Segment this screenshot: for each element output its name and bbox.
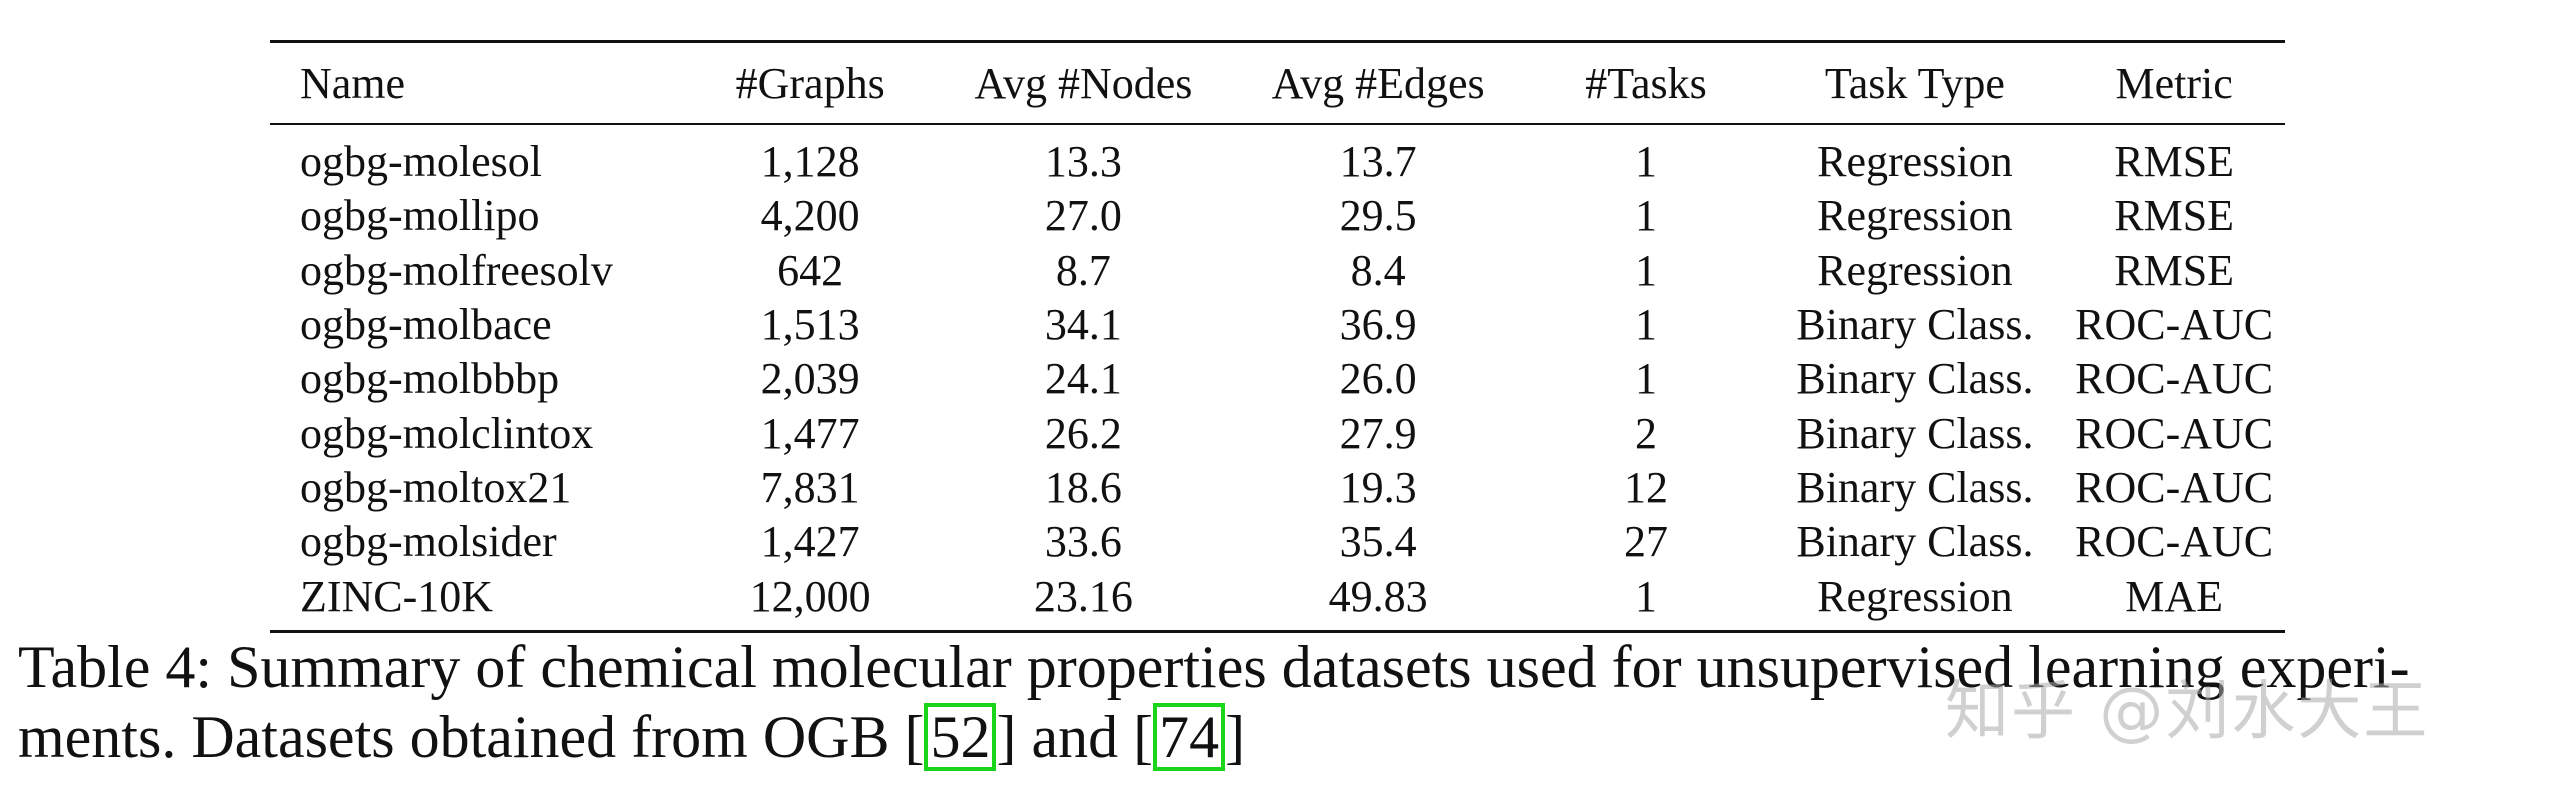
- cell-name: ogbg-moltox21: [300, 462, 572, 512]
- table-header-row: Name #Graphs Avg #Nodes Avg #Edges #Task…: [270, 43, 2285, 123]
- cell-name: ogbg-molbbbp: [300, 354, 560, 404]
- header-name: Name: [300, 58, 406, 108]
- citation-link-74[interactable]: 74: [1153, 703, 1226, 771]
- cell-avg-nodes: 34.1: [1044, 300, 1122, 350]
- cell-avg-nodes: 13.3: [1044, 137, 1122, 187]
- cell-tasks: 27: [1624, 517, 1668, 567]
- table-row: ZINC-10K 12,000 23.16 49.83 1 Regression MAE: [270, 569, 2285, 629]
- cell-graphs: 1,477: [760, 408, 860, 458]
- cell-name: ogbg-molbace: [300, 300, 552, 350]
- cell-tasks: 1: [1635, 354, 1657, 404]
- cell-metric: RMSE: [2114, 191, 2235, 241]
- cell-metric: RMSE: [2114, 137, 2235, 187]
- table-row: ogbg-molbbbp 2,039 24.1 26.0 1 Binary Class. R…: [270, 352, 2285, 406]
- cell-metric: ROC-AUC: [2075, 354, 2274, 404]
- cell-graphs: 642: [777, 245, 844, 295]
- cell-name: ogbg-molfreesolv: [300, 245, 613, 295]
- table-body: ogbg-molesol 1,128 13.3 13.7 1 Regression RMSE…: [270, 125, 2285, 630]
- cell-graphs: 2,039: [760, 354, 860, 404]
- cell-tasks: 1: [1635, 245, 1657, 295]
- table-row: ogbg-molclintox 1,477 26.2 27.9 2 Binary Clas…: [270, 406, 2285, 460]
- table-caption: Table 4: Summary of chemical molecular p…: [18, 632, 2548, 772]
- cell-metric: ROC-AUC: [2075, 517, 2274, 567]
- cell-task-type: Regression: [1817, 571, 2013, 621]
- header-task-type: Task Type: [1824, 58, 2005, 108]
- table-row: ogbg-moltox21 7,831 18.6 19.3 12 Binary Class…: [270, 461, 2285, 515]
- cell-avg-nodes: 33.6: [1044, 517, 1122, 567]
- cell-avg-edges: 29.5: [1339, 191, 1417, 241]
- cell-avg-edges: 8.4: [1350, 245, 1406, 295]
- table-bottom-rule: [270, 629, 2285, 633]
- cell-avg-nodes: 23.16: [1033, 571, 1133, 621]
- cell-tasks: 2: [1635, 408, 1657, 458]
- cell-tasks: 1: [1635, 137, 1657, 187]
- cell-avg-edges: 36.9: [1339, 300, 1417, 350]
- table-header-rule: [270, 123, 2285, 125]
- cell-task-type: Regression: [1817, 245, 2013, 295]
- header-avg-nodes: Avg #Nodes: [974, 58, 1193, 108]
- caption-end: ]: [1225, 704, 1246, 770]
- cell-avg-nodes: 8.7: [1055, 245, 1111, 295]
- cell-name: ogbg-mollipo: [300, 191, 540, 241]
- cell-avg-edges: 27.9: [1339, 408, 1417, 458]
- caption-middle: ] and [: [996, 704, 1154, 770]
- cell-name: ogbg-molsider: [300, 517, 557, 567]
- cell-task-type: Regression: [1817, 191, 2013, 241]
- cell-name: ogbg-molclintox: [300, 408, 594, 458]
- dataset-table: Name #Graphs Avg #Nodes Avg #Edges #Task…: [270, 40, 2285, 633]
- cell-metric: ROC-AUC: [2075, 300, 2274, 350]
- cell-task-type: Binary Class.: [1796, 408, 2034, 458]
- table-row: ogbg-mollipo 4,200 27.0 29.5 1 Regression RMSE: [270, 189, 2285, 243]
- cell-graphs: 1,513: [760, 300, 860, 350]
- header-tasks: #Tasks: [1585, 58, 1707, 108]
- cell-tasks: 1: [1635, 300, 1657, 350]
- cell-metric: RMSE: [2114, 245, 2235, 295]
- header-graphs: #Graphs: [735, 58, 885, 108]
- citation-link-52[interactable]: 52: [924, 703, 997, 771]
- header-avg-edges: Avg #Edges: [1271, 58, 1485, 108]
- cell-avg-nodes: 26.2: [1044, 408, 1122, 458]
- cell-metric: MAE: [2125, 571, 2224, 621]
- cell-task-type: Binary Class.: [1796, 300, 2034, 350]
- watermark: 知乎 @刘水大王: [1945, 675, 2430, 749]
- cell-graphs: 7,831: [760, 462, 860, 512]
- cell-task-type: Binary Class.: [1796, 462, 2034, 512]
- table-row: ogbg-molsider 1,427 33.6 35.4 27 Binary Class…: [270, 515, 2285, 569]
- cell-avg-nodes: 18.6: [1044, 462, 1122, 512]
- cell-avg-edges: 35.4: [1339, 517, 1417, 567]
- cell-avg-nodes: 24.1: [1044, 354, 1122, 404]
- cell-tasks: 1: [1635, 571, 1657, 621]
- table-row: ogbg-molesol 1,128 13.3 13.7 1 Regression RMSE: [270, 125, 2285, 189]
- table-row: ogbg-molfreesolv 642 8.7 8.4 1 Regression RMSE: [270, 244, 2285, 298]
- caption-line1: Table 4: Summary of chemical molecular p…: [18, 634, 2410, 700]
- cell-graphs: 1,427: [760, 517, 860, 567]
- cell-graphs: 1,128: [760, 137, 860, 187]
- cell-task-type: Binary Class.: [1796, 354, 2034, 404]
- table-top-rule: [270, 40, 2285, 43]
- cell-avg-edges: 49.83: [1328, 571, 1428, 621]
- cell-metric: ROC-AUC: [2075, 408, 2274, 458]
- cell-task-type: Regression: [1817, 137, 2013, 187]
- header-metric: Metric: [2115, 58, 2233, 108]
- cell-task-type: Binary Class.: [1796, 517, 2034, 567]
- cell-tasks: 1: [1635, 191, 1657, 241]
- cell-tasks: 12: [1624, 462, 1668, 512]
- cell-avg-nodes: 27.0: [1044, 191, 1122, 241]
- cell-metric: ROC-AUC: [2075, 462, 2274, 512]
- caption-line2-start: ments. Datasets obtained from OGB [: [18, 704, 925, 770]
- cell-avg-edges: 13.7: [1339, 137, 1417, 187]
- cell-graphs: 4,200: [760, 191, 860, 241]
- cell-graphs: 12,000: [749, 571, 871, 621]
- cell-avg-edges: 26.0: [1339, 354, 1417, 404]
- cell-avg-edges: 19.3: [1339, 462, 1417, 512]
- cell-name: ZINC-10K: [300, 571, 494, 621]
- cell-name: ogbg-molesol: [300, 137, 542, 187]
- table-row: ogbg-molbace 1,513 34.1 36.9 1 Binary Class. R…: [270, 298, 2285, 352]
